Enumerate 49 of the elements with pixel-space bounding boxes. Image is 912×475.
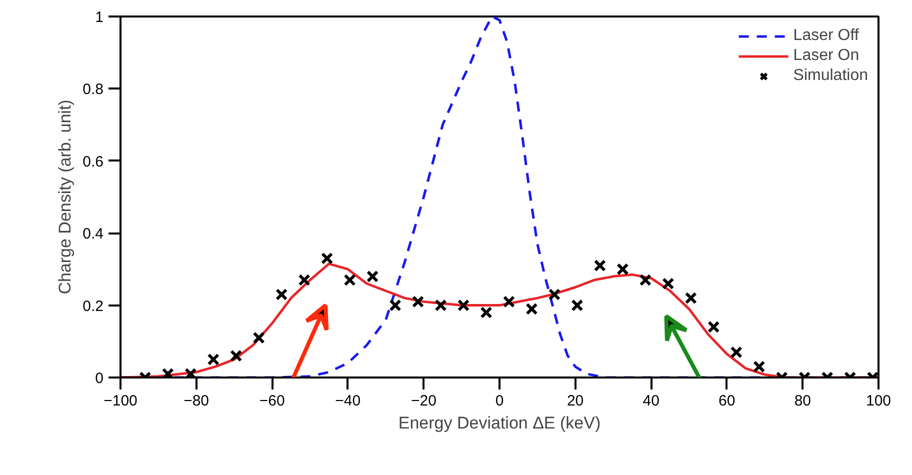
- x-tick-label: 80: [794, 392, 812, 410]
- x-tick-label: 20: [566, 392, 584, 410]
- x-tick-label: −80: [184, 392, 210, 410]
- x-tick-label: 60: [718, 392, 736, 410]
- point: [480, 306, 492, 319]
- point: [457, 299, 470, 312]
- point: [275, 288, 288, 301]
- point: [298, 274, 310, 286]
- x-tick-label: −100: [104, 392, 138, 410]
- point: [320, 252, 334, 264]
- point: [753, 360, 766, 373]
- y-tick-label: 0.6: [82, 153, 104, 170]
- x-tick-label: −40: [335, 392, 361, 410]
- legend-label: Laser On: [793, 47, 860, 65]
- point: [571, 299, 584, 312]
- point: [162, 368, 174, 378]
- point: [389, 299, 402, 312]
- x-tick-label: 100: [866, 392, 892, 410]
- point: [526, 302, 538, 316]
- y-tick-label: 0.4: [82, 226, 104, 243]
- point: [184, 368, 197, 378]
- legend-label: Laser Off: [793, 27, 859, 45]
- point: [412, 296, 424, 308]
- point: [730, 346, 742, 358]
- y-tick-label: 1: [95, 9, 104, 26]
- y-axis-title: Charge Density (arb. unit): [56, 100, 75, 294]
- y-tick-label: 0.2: [82, 298, 104, 315]
- y-tick-label: 0: [95, 370, 104, 387]
- point: [662, 278, 674, 290]
- point: [252, 332, 265, 344]
- point: [684, 292, 697, 304]
- point: [207, 353, 220, 366]
- legend-label: Simulation: [793, 67, 868, 85]
- point: [366, 270, 379, 283]
- point: [502, 296, 516, 308]
- x-axis-title: Energy Deviation ΔE (keV): [398, 414, 601, 432]
- x-tick-label: −20: [410, 392, 436, 410]
- x-tick-label: 40: [642, 392, 660, 410]
- point: [639, 274, 652, 286]
- x-tick-label: −60: [259, 392, 285, 410]
- point: [434, 299, 447, 312]
- point: [616, 263, 629, 276]
- x-tick-label: 0: [495, 392, 504, 410]
- point: [230, 350, 242, 362]
- point: [548, 288, 561, 301]
- point: [708, 320, 720, 334]
- point: [594, 259, 606, 272]
- y-tick-label: 0.8: [82, 81, 104, 98]
- point: [344, 274, 356, 286]
